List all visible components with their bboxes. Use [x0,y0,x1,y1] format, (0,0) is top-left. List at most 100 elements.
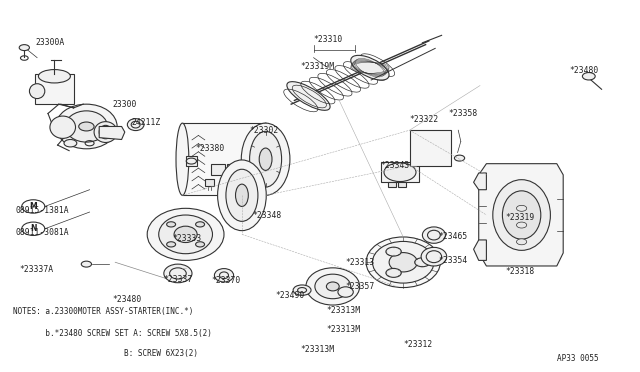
Text: *23343: *23343 [381,161,410,170]
Polygon shape [474,173,486,190]
Text: AP33 0055: AP33 0055 [557,354,598,363]
Bar [410,130,451,166]
Text: *23358: *23358 [448,109,477,118]
Polygon shape [35,74,74,104]
Ellipse shape [306,268,360,305]
Ellipse shape [174,226,197,243]
Circle shape [386,269,401,278]
Polygon shape [479,164,563,266]
Ellipse shape [384,163,416,182]
Ellipse shape [218,160,266,231]
Ellipse shape [241,123,290,195]
Bar [398,182,406,187]
Text: M: M [29,202,37,211]
Ellipse shape [214,269,234,282]
Text: 08911-3081A: 08911-3081A [16,228,70,237]
Ellipse shape [259,123,272,195]
Text: *23380: *23380 [195,144,225,153]
Text: *23318: *23318 [506,267,535,276]
Ellipse shape [259,148,272,170]
Ellipse shape [287,81,330,110]
Text: *23370: *23370 [211,276,241,285]
Ellipse shape [159,215,212,254]
Ellipse shape [147,208,224,260]
Text: *23480: *23480 [570,66,599,75]
Circle shape [64,140,77,147]
Ellipse shape [326,282,339,291]
Ellipse shape [56,104,117,149]
Ellipse shape [338,287,353,297]
Text: *23465: *23465 [438,232,468,241]
Text: *23348: *23348 [253,211,282,220]
Circle shape [166,242,175,247]
Ellipse shape [250,131,282,187]
Text: *23313: *23313 [346,258,375,267]
Text: *23312: *23312 [403,340,433,349]
Text: *23313M: *23313M [301,345,335,354]
Circle shape [454,155,465,161]
Ellipse shape [38,70,70,83]
Circle shape [516,239,527,245]
Text: b.*23480 SCREW SET A: SCREW 5X8.5(2): b.*23480 SCREW SET A: SCREW 5X8.5(2) [13,329,212,338]
Ellipse shape [422,227,445,243]
Ellipse shape [351,55,389,80]
Text: *23319: *23319 [506,213,535,222]
Polygon shape [474,240,486,260]
Bar [381,162,419,182]
Text: 24211Z: 24211Z [131,118,161,127]
Circle shape [79,122,94,131]
Circle shape [196,222,205,227]
Ellipse shape [421,247,447,266]
Text: N: N [30,224,36,233]
Ellipse shape [94,122,117,142]
Circle shape [166,222,175,227]
Text: *23319M: *23319M [301,62,335,71]
Ellipse shape [29,84,45,99]
Ellipse shape [315,274,351,299]
Circle shape [196,242,205,247]
Ellipse shape [176,123,189,195]
Ellipse shape [65,111,108,142]
Text: *23302: *23302 [250,126,279,135]
Ellipse shape [366,237,440,288]
Ellipse shape [164,264,192,283]
Circle shape [582,73,595,80]
Ellipse shape [493,180,550,250]
Bar [211,164,225,175]
Text: *23337: *23337 [163,275,193,283]
Circle shape [19,45,29,51]
Ellipse shape [502,191,541,239]
Text: NOTES: a.23300MOTER ASSY-STARTER(INC.*): NOTES: a.23300MOTER ASSY-STARTER(INC.*) [13,307,193,316]
Ellipse shape [50,116,76,138]
Bar [182,123,266,195]
Text: B: SCREW 6X23(2): B: SCREW 6X23(2) [13,349,198,357]
Bar [227,164,241,175]
Polygon shape [99,126,125,140]
Circle shape [293,285,311,295]
Ellipse shape [127,119,144,131]
Ellipse shape [389,253,417,272]
Ellipse shape [99,125,112,139]
Ellipse shape [226,169,258,221]
Text: *23322: *23322 [410,115,439,124]
Text: *23337A: *23337A [19,265,53,274]
Text: *23490: *23490 [275,291,305,300]
Text: *23354: *23354 [438,256,468,265]
Circle shape [516,222,527,228]
Text: *23313M: *23313M [326,325,360,334]
Bar [205,179,214,186]
Text: *23310: *23310 [314,35,343,44]
Bar [388,182,396,187]
Circle shape [81,261,92,267]
Circle shape [516,205,527,211]
Text: *23333: *23333 [173,234,202,243]
Circle shape [386,247,401,256]
Text: 23300A: 23300A [35,38,65,47]
Text: *23313M: *23313M [326,306,360,315]
Circle shape [415,258,430,267]
Bar [186,156,197,166]
Ellipse shape [236,184,248,206]
Text: *23480: *23480 [112,295,141,304]
Text: *23357: *23357 [346,282,375,291]
Text: 23300: 23300 [112,100,136,109]
